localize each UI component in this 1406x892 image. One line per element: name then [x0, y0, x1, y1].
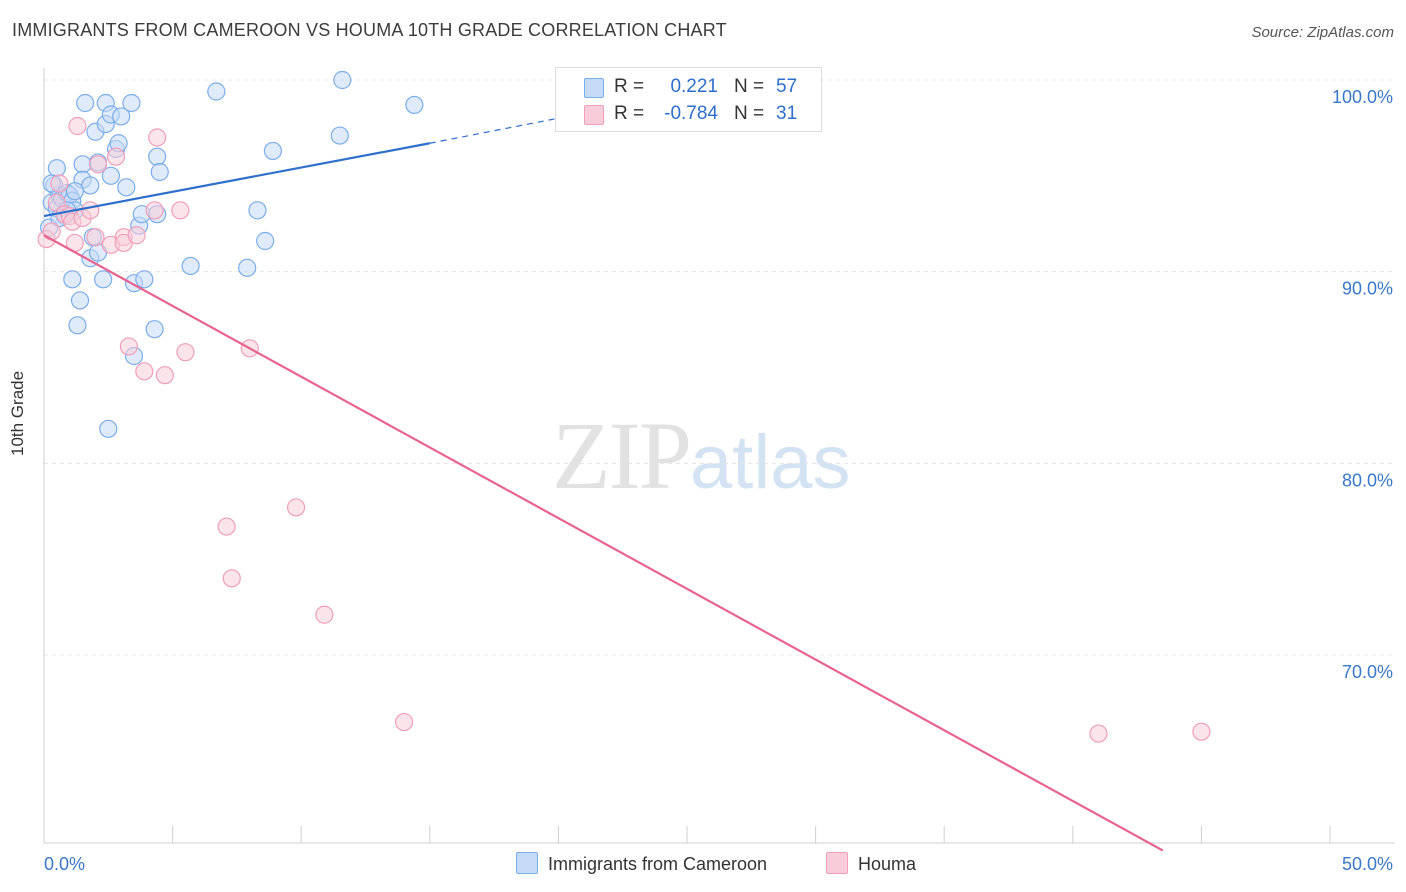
legend-swatch-houma [584, 105, 604, 125]
houma-point [145, 201, 164, 220]
legend-row-houma: R = -0.784 N = 31 [556, 101, 821, 129]
legend-r-value: -0.784 [664, 103, 718, 124]
x-tick-label: 0.0% [44, 854, 85, 874]
legend-r-label: R = [614, 103, 645, 124]
legend-n-value: 57 [776, 76, 798, 97]
cameroon-point [112, 107, 131, 126]
houma-point [222, 569, 241, 588]
houma-point [119, 337, 138, 356]
chart-title: IMMIGRANTS FROM CAMEROON VS HOUMA 10TH G… [12, 20, 727, 40]
correlation-legend: R = 0.221 N = 57 R = -0.784 N = 31 [555, 67, 822, 132]
houma-point [127, 226, 146, 245]
houma-point [81, 201, 100, 220]
legend-n-label: N = [734, 103, 765, 124]
cameroon-point [256, 231, 275, 251]
source-note: Source: ZipAtlas.com [1251, 24, 1394, 41]
cameroon-point [145, 320, 164, 339]
legend-r-label: R = [614, 76, 645, 97]
cameroon-point [148, 147, 167, 166]
houma-point [135, 362, 154, 381]
cameroon-point [76, 93, 95, 113]
houma-point [50, 174, 69, 193]
bottom-legend-label-houma: Houma [858, 854, 917, 874]
legend-row-cameroon: R = 0.221 N = 57 [556, 74, 821, 102]
legend-r-value: 0.221 [670, 76, 718, 97]
cameroon-point [68, 316, 87, 335]
bottom-legend-swatch-houma [826, 852, 848, 874]
y-tick-label: 90.0% [1342, 279, 1393, 299]
cameroon-point [47, 159, 66, 178]
watermark-atlas: atlas [690, 420, 851, 505]
cameroon-point [94, 270, 113, 289]
houma-point [1192, 722, 1211, 741]
houma-point [88, 155, 108, 174]
houma-point [217, 517, 236, 536]
cameroon-point [70, 291, 90, 310]
cameroon-point [73, 155, 92, 174]
houma-point [176, 343, 195, 362]
bottom-legend-houma: Houma [826, 852, 916, 875]
houma-point [86, 228, 105, 247]
cameroon-point [135, 270, 154, 289]
y-tick-label: 80.0% [1342, 470, 1393, 490]
houma-point [155, 366, 174, 385]
cameroon-point [181, 256, 200, 276]
cameroon-point [65, 182, 84, 201]
cameroon-point [333, 70, 352, 90]
y-tick-label: 70.0% [1342, 662, 1393, 682]
cameroon-point [330, 126, 349, 145]
cameroon-point [248, 201, 267, 220]
cameroon-point [117, 178, 136, 197]
cameroon-point [81, 176, 100, 195]
legend-n-value: 31 [776, 103, 798, 124]
x-tick-label: 50.0% [1342, 854, 1393, 874]
houma-point [148, 128, 167, 147]
cameroon-point [263, 141, 283, 161]
bottom-legend-label-cameroon: Immigrants from Cameroon [548, 854, 768, 874]
houma-trend-line [43, 234, 1164, 852]
watermark: ZIPatlas [552, 400, 851, 511]
houma-point [286, 498, 306, 517]
cameroon-point [101, 166, 120, 185]
cameroon-point [238, 258, 257, 277]
cameroon-point [405, 95, 424, 115]
houma-point [1089, 724, 1108, 743]
legend-n-label: N = [734, 76, 765, 97]
cameroon-point [150, 162, 169, 182]
bottom-legend-cameroon: Immigrants from Cameroon [516, 852, 767, 875]
houma-point [171, 201, 190, 220]
y-tick-label: 100.0% [1332, 87, 1393, 107]
cameroon-point [99, 419, 118, 438]
cameroon-point [207, 82, 226, 101]
houma-point [106, 147, 126, 166]
cameroon-point [63, 270, 82, 289]
cameroon-point [122, 93, 141, 113]
bottom-legend-swatch-cameroon [516, 852, 538, 874]
houma-point [394, 712, 414, 732]
cameroon-trend-line [43, 142, 431, 218]
houma-point [315, 605, 334, 624]
legend-swatch-cameroon [584, 78, 604, 98]
houma-point [68, 116, 87, 136]
watermark-zip: ZIP [552, 402, 692, 509]
